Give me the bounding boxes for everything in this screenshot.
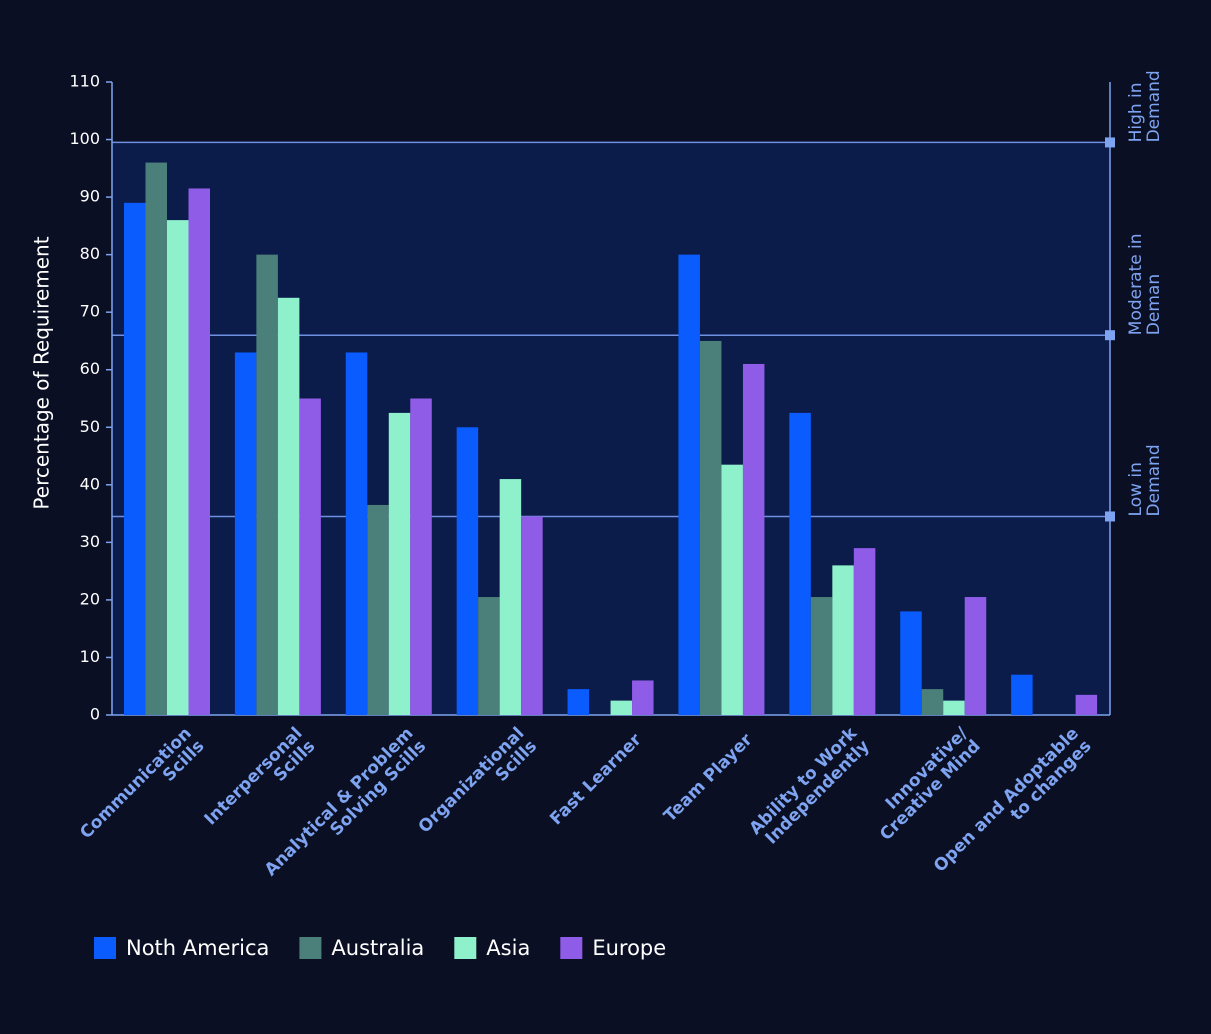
x-tick-label-line: Team Player	[660, 729, 757, 826]
bar	[921, 689, 944, 715]
bar	[256, 254, 278, 716]
bar	[299, 398, 321, 715]
bar	[699, 340, 722, 715]
y-tick-label: 110	[69, 72, 100, 91]
y-tick-label: 20	[80, 589, 100, 608]
bar	[678, 254, 700, 716]
legend-label: Australia	[331, 936, 424, 960]
bar	[521, 516, 543, 715]
bar	[478, 597, 500, 715]
bar	[167, 220, 189, 716]
bar	[410, 398, 432, 715]
bar	[234, 352, 257, 715]
bar	[1075, 694, 1098, 715]
x-tick-label: OrganizationalScills	[415, 724, 541, 850]
bar	[832, 565, 854, 715]
bar	[367, 504, 389, 715]
bar	[1011, 674, 1033, 715]
bar	[943, 700, 965, 715]
bar	[789, 412, 811, 715]
demand-label-line: Low in	[1126, 462, 1146, 516]
bar	[145, 162, 167, 716]
y-tick-label: 60	[80, 359, 100, 378]
x-tick-label: Ability to WorkIndependently	[746, 723, 875, 852]
x-tick-label-line: Communication	[76, 724, 195, 843]
legend-swatch	[94, 937, 116, 959]
bar	[499, 479, 522, 715]
x-tick-label-line: Fast Learner	[546, 730, 646, 830]
y-tick-label: 40	[80, 474, 100, 493]
bar	[632, 680, 654, 715]
demand-label-line: Demand	[1144, 444, 1164, 516]
bar	[853, 548, 876, 715]
bar	[810, 597, 833, 715]
y-tick-label: 90	[80, 187, 100, 206]
demand-label-line: Moderate in	[1126, 233, 1146, 335]
demand-label-line: Demand	[1144, 70, 1164, 142]
legend-swatch	[454, 937, 477, 959]
legend-label: Noth America	[126, 936, 269, 960]
bar	[456, 427, 479, 715]
legend-label: Europe	[592, 936, 666, 960]
legend-swatch	[299, 937, 322, 959]
y-tick-label: 100	[69, 129, 100, 148]
demand-label: Low inDemand	[1126, 444, 1164, 516]
bar	[567, 689, 590, 715]
bar	[721, 464, 743, 715]
y-axis-title: Percentage of Requirement	[30, 236, 54, 509]
legend-swatch	[560, 937, 583, 959]
demand-label-line: High in	[1126, 82, 1146, 142]
bar	[900, 611, 922, 715]
x-tick-label: Team Player	[660, 729, 757, 826]
y-tick-label: 10	[80, 647, 100, 666]
bar	[610, 700, 633, 715]
bar	[345, 352, 368, 715]
bar	[124, 202, 146, 715]
bar	[388, 412, 411, 715]
y-tick-label: 50	[80, 417, 100, 436]
y-tick-label: 80	[80, 244, 100, 263]
demand-label: High inDemand	[1126, 70, 1164, 142]
y-tick-label: 70	[80, 302, 100, 321]
x-tick-label-line: Organizational	[415, 724, 529, 838]
bar	[188, 188, 210, 715]
bar	[742, 363, 765, 715]
legend-label: Asia	[486, 936, 530, 960]
bar	[964, 597, 987, 715]
x-tick-label-line: Ability to Work	[746, 723, 862, 839]
demand-label: Moderate inDeman	[1126, 233, 1164, 335]
y-tick-label: 0	[90, 705, 100, 724]
demand-label-line: Deman	[1144, 274, 1164, 335]
x-tick-label: CommunicationScills	[76, 724, 208, 856]
y-tick-label: 30	[80, 532, 100, 551]
x-tick-label: Fast Learner	[546, 730, 646, 830]
bar	[277, 297, 300, 715]
